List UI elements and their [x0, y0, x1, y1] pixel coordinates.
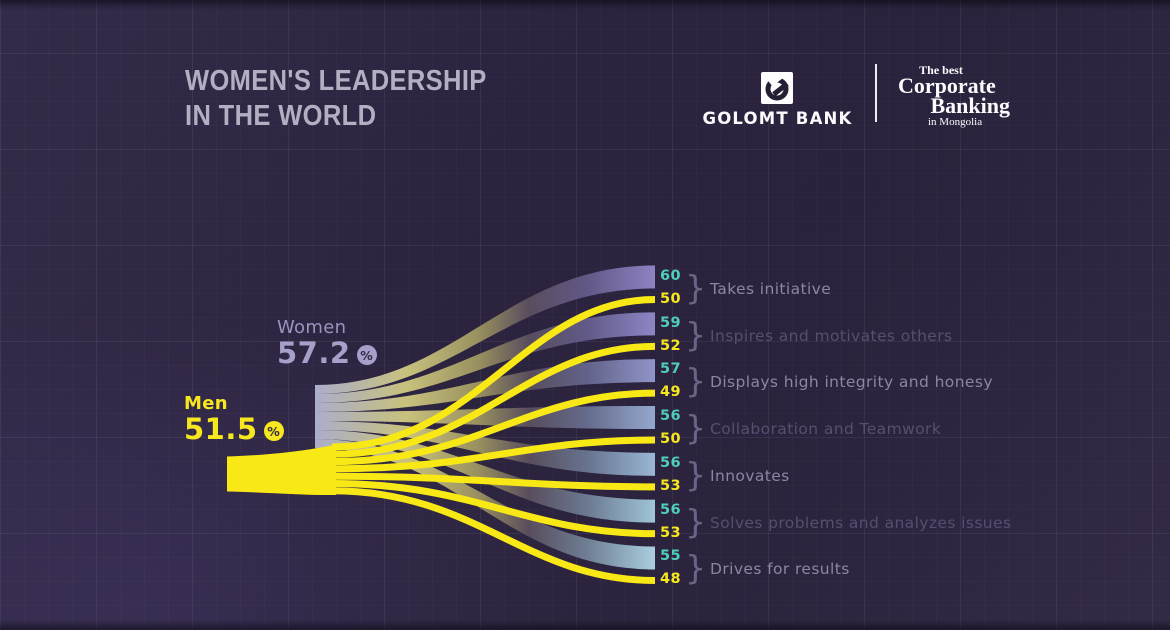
category-label: Drives for results: [710, 560, 850, 578]
women-flow-band-1: [315, 312, 655, 403]
brace-icon: }: [685, 315, 706, 354]
men-category-value: 50: [660, 431, 681, 447]
bank-name: GOLOMT BANK: [702, 109, 853, 128]
category-row-takes-initiative: 60 50 } Takes initiative: [654, 266, 1134, 313]
men-category-value: 53: [660, 478, 681, 494]
golomt-bank-logo: [761, 67, 793, 104]
men-flow-ribbon-0: [331, 296, 656, 451]
men-name: Men: [184, 393, 228, 414]
award-text: The best Corporate Banking in Mongolia: [898, 64, 1010, 128]
category-label: Inspires and motivates others: [710, 327, 953, 345]
category-row-inspires: 59 52 } Inspires and motivates others: [654, 313, 1134, 360]
women-percent-icon: %: [356, 345, 377, 365]
men-flow-ribbon-2: [331, 389, 656, 466]
category-label: Innovates: [710, 467, 790, 485]
men-category-value: 50: [660, 291, 681, 307]
brand-block: GOLOMT BANK The best Corporate Banking i…: [700, 62, 1020, 132]
women-value: 57.2: [277, 336, 351, 370]
women-flow-band-0: [315, 265, 655, 394]
award-line1: The best: [919, 63, 963, 77]
men-category-value: 49: [660, 384, 681, 400]
category-row-integrity: 57 49 } Displays high integrity and hone…: [654, 359, 1134, 406]
category-row-innovates: 56 53 } Innovates: [654, 453, 1134, 500]
women-category-value: 57: [660, 361, 681, 377]
page-title-line1: WOMEN'S LEADERSHIP: [185, 65, 487, 97]
golomt-g-icon: [765, 67, 790, 101]
men-category-value: 53: [660, 525, 681, 541]
brand-divider: [875, 64, 877, 122]
category-label: Solves problems and analyzes issues: [710, 514, 1012, 532]
page-title: WOMEN'S LEADERSHIP IN THE WORLD: [185, 64, 487, 134]
women-flow-band-3: [315, 405, 655, 429]
brace-icon: }: [685, 548, 706, 587]
men-flow-ribbon-1: [331, 342, 656, 458]
women-category-value: 59: [660, 315, 681, 331]
women-category-value: 60: [660, 268, 681, 284]
men-value: 51.5: [184, 412, 258, 446]
men-source-label: Men 51.5 %: [184, 393, 284, 446]
women-category-value: 56: [660, 408, 681, 424]
brace-icon: }: [685, 502, 706, 541]
men-category-value: 48: [660, 571, 681, 587]
award-line2: Corporate: [898, 73, 996, 98]
men-flow-ribbon-6: [331, 487, 656, 584]
category-label: Collaboration and Teamwork: [710, 420, 942, 438]
women-flow-band-5: [315, 430, 655, 523]
men-percent-icon: %: [263, 421, 284, 441]
women-source-label: Women 57.2 %: [277, 317, 377, 370]
men-flow-ribbon-4: [331, 472, 656, 491]
men-flow-ribbon-5: [331, 480, 656, 538]
category-label: Displays high integrity and honesy: [710, 373, 993, 391]
page-title-line2: IN THE WORLD: [185, 100, 377, 132]
category-row-collaboration: 56 50 } Collaboration and Teamwork: [654, 406, 1134, 453]
women-name: Women: [277, 317, 347, 338]
award-line3: Banking: [930, 93, 1011, 118]
category-row-drives-results: 55 48 } Drives for results: [654, 546, 1134, 593]
brace-icon: }: [685, 268, 706, 307]
women-category-value: 55: [660, 548, 681, 564]
award-line4: in Mongolia: [928, 116, 983, 128]
men-category-value: 52: [660, 338, 681, 354]
women-category-value: 56: [660, 455, 681, 471]
category-row-solves-problems: 56 53 } Solves problems and analyzes iss…: [654, 500, 1134, 547]
men-flow-ribbon-3: [331, 436, 656, 473]
category-label: Takes initiative: [710, 280, 832, 298]
brace-icon: }: [685, 361, 706, 400]
women-category-value: 56: [660, 502, 681, 518]
brace-icon: }: [685, 455, 706, 494]
men-flow-source: [227, 444, 336, 496]
brace-icon: }: [685, 408, 706, 447]
